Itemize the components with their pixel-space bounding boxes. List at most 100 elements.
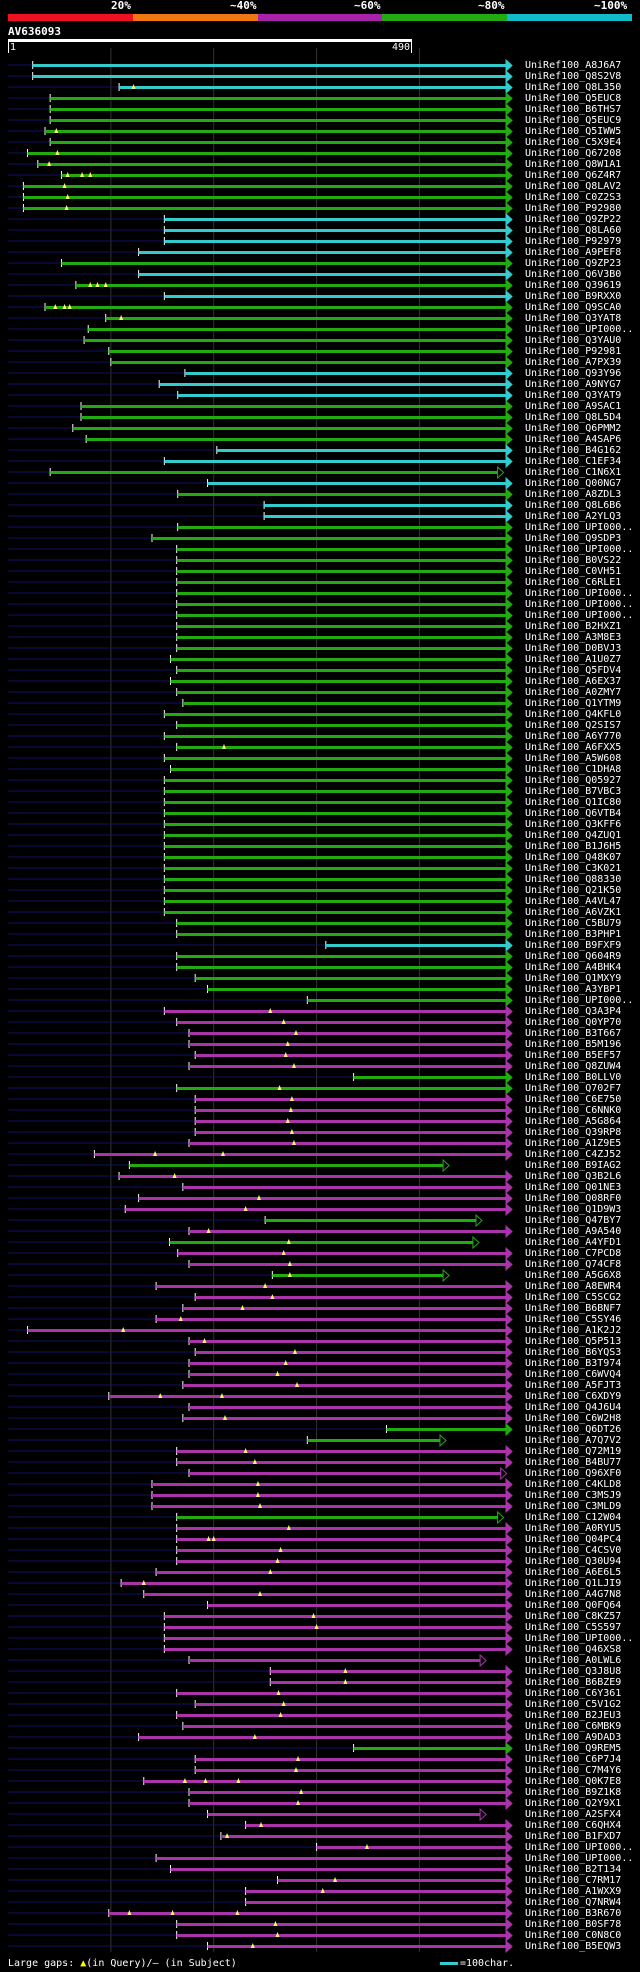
hit-label[interactable]: UniRef100_Q05927 [525,775,622,786]
hit-bar[interactable] [195,1351,506,1354]
hit-bar[interactable] [81,416,507,419]
hit-label[interactable]: UniRef100_Q67208 [525,148,622,159]
hit-label[interactable]: UniRef100_Q39RP8 [525,1127,622,1138]
hit-row[interactable] [8,355,513,370]
hit-bar[interactable] [164,867,507,870]
hit-row[interactable] [8,410,513,425]
hit-label[interactable]: UniRef100_B9RXX0 [525,291,622,302]
hit-bar[interactable] [189,1362,506,1365]
hit-bar[interactable] [164,295,507,298]
hit-row[interactable] [8,762,513,777]
hit-label[interactable]: UniRef100_A7PX39 [525,357,622,368]
hit-label[interactable]: UniRef100_C7M4Y6 [525,1765,622,1776]
hit-row[interactable] [8,1191,513,1206]
hit-bar[interactable] [125,1208,506,1211]
hit-row[interactable] [8,124,513,139]
hit-label[interactable]: UniRef100_Q3A3P4 [525,1006,622,1017]
hit-row[interactable] [8,1422,513,1437]
hit-row[interactable] [8,1796,513,1811]
hit-bar[interactable] [138,1736,506,1739]
hit-label[interactable]: UniRef100_Q9SCA0 [525,302,622,313]
hit-bar[interactable] [189,1043,506,1046]
hit-row[interactable] [8,850,513,865]
hit-label[interactable]: UniRef100_Q8LA60 [525,225,622,236]
hit-label[interactable]: UniRef100_Q6V3B0 [525,269,622,280]
hit-label[interactable]: UniRef100_Q48K07 [525,852,622,863]
hit-bar[interactable] [182,1307,506,1310]
hit-row[interactable] [8,135,513,150]
hit-label[interactable]: UniRef100_UPI000.. [525,1633,634,1644]
hit-bar[interactable] [189,1263,506,1266]
hit-row[interactable] [8,1158,450,1173]
hit-label[interactable]: UniRef100_C5SCG2 [525,1292,622,1303]
hit-row[interactable] [8,707,513,722]
hit-label[interactable]: UniRef100_Q30U94 [525,1556,622,1567]
hit-label[interactable]: UniRef100_Q6PMM2 [525,423,622,434]
hit-label[interactable]: UniRef100_C12W04 [525,1512,622,1523]
hit-label[interactable]: UniRef100_Q2Y9X1 [525,1798,622,1809]
hit-row[interactable] [8,817,513,832]
hit-row[interactable] [8,685,513,700]
hit-bar[interactable] [195,1769,506,1772]
hit-bar[interactable] [207,482,507,485]
hit-row[interactable] [8,1114,513,1129]
hit-bar[interactable] [189,1340,506,1343]
hit-label[interactable]: UniRef100_UPI000.. [525,995,634,1006]
hit-bar[interactable] [84,339,506,342]
hit-bar[interactable] [170,680,506,683]
hit-row[interactable] [8,201,513,216]
hit-bar[interactable] [176,603,506,606]
hit-row[interactable] [8,630,513,645]
hit-row[interactable] [8,212,513,227]
hit-row[interactable] [8,1543,513,1558]
hit-label[interactable]: UniRef100_A2YLQ3 [525,511,622,522]
hit-label[interactable]: UniRef100_A5G864 [525,1116,622,1127]
hit-row[interactable] [8,1411,513,1426]
hit-bar[interactable] [164,790,507,793]
hit-bar[interactable] [176,559,506,562]
hit-label[interactable]: UniRef100_B5M196 [525,1039,622,1050]
hit-bar[interactable] [176,1087,506,1090]
hit-row[interactable] [8,828,513,843]
hit-row[interactable] [8,1202,513,1217]
hit-row[interactable] [8,1906,513,1921]
hit-label[interactable]: UniRef100_Q04PC4 [525,1534,622,1545]
hit-label[interactable]: UniRef100_B9FXF9 [525,940,622,951]
hit-label[interactable]: UniRef100_Q3B2L6 [525,1171,622,1182]
hit-row[interactable] [8,619,513,634]
hit-bar[interactable] [182,1186,506,1189]
hit-row[interactable] [8,146,513,161]
hit-label[interactable]: UniRef100_Q47BY7 [525,1215,622,1226]
hit-label[interactable]: UniRef100_B9Z1K8 [525,1787,622,1798]
hit-label[interactable]: UniRef100_Q6DT26 [525,1424,622,1435]
hit-bar[interactable] [152,1505,506,1508]
hit-row[interactable] [8,256,513,271]
hit-bar[interactable] [156,1285,506,1288]
hit-label[interactable]: UniRef100_UPI000.. [525,599,634,610]
hit-row[interactable] [8,696,513,711]
hit-label[interactable]: UniRef100_P92981 [525,346,622,357]
hit-label[interactable]: UniRef100_C5S597 [525,1622,622,1633]
hit-row[interactable] [8,1323,513,1338]
hit-row[interactable] [8,1070,513,1085]
hit-bar[interactable] [264,515,506,518]
hit-row[interactable] [8,542,513,557]
hit-bar[interactable] [152,1494,506,1497]
hit-bar[interactable] [108,350,507,353]
hit-bar[interactable] [195,1131,506,1134]
hit-bar[interactable] [164,460,507,463]
hit-row[interactable] [8,1004,513,1019]
hit-label[interactable]: UniRef100_Q4J6U4 [525,1402,622,1413]
hit-row[interactable] [8,58,513,73]
hit-bar[interactable] [50,97,507,100]
hit-bar[interactable] [159,383,506,386]
hit-row[interactable] [8,1587,513,1602]
hit-bar[interactable] [195,1296,506,1299]
hit-row[interactable] [8,1169,513,1184]
hit-label[interactable]: UniRef100_C1N6X1 [525,467,622,478]
hit-row[interactable] [8,1389,513,1404]
hit-bar[interactable] [164,878,507,881]
hit-label[interactable]: UniRef100_A9NYG7 [525,379,622,390]
hit-bar[interactable] [152,1483,506,1486]
hit-row[interactable] [8,674,513,689]
